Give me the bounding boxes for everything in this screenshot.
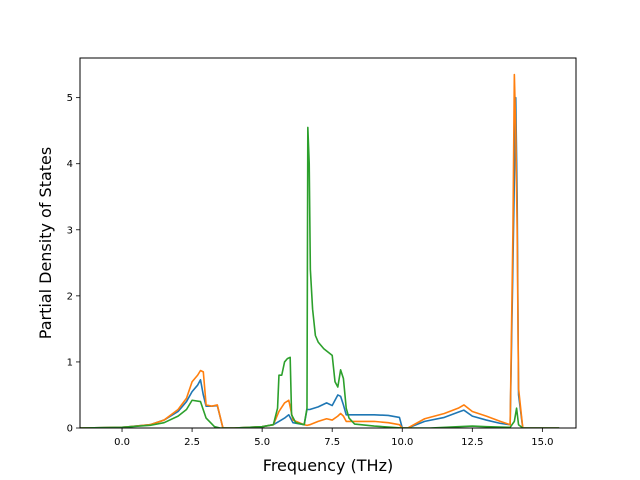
x-tick-label: 12.5: [461, 437, 483, 448]
x-axis-label: Frequency (THz): [263, 456, 393, 475]
x-tick-label: 2.5: [184, 437, 200, 448]
series-layer: [80, 73, 560, 428]
series-line-3: [80, 126, 560, 428]
y-tick-label: 4: [67, 159, 73, 170]
x-tick-label: 15.0: [531, 437, 553, 448]
y-tick-label: 5: [67, 93, 73, 104]
x-tick-label: 0.0: [114, 437, 130, 448]
x-tick-label: 7.5: [324, 437, 340, 448]
x-tick-label: 5.0: [254, 437, 270, 448]
series-line-1: [80, 96, 560, 428]
y-axis-label: Partial Density of States: [36, 147, 55, 339]
plot-frame: [79, 57, 577, 429]
series-line-2: [80, 73, 560, 428]
y-tick-label: 3: [67, 225, 73, 236]
x-axis: 0.0 2.5 5.0 7.5 10.0 12.5 15.0: [114, 428, 554, 448]
y-axis: 0 1 2 3 4 5: [67, 93, 80, 435]
y-tick-label: 1: [67, 357, 73, 368]
y-tick-label: 2: [67, 291, 73, 302]
y-tick-label: 0: [67, 424, 73, 435]
x-tick-label: 10.0: [391, 437, 413, 448]
